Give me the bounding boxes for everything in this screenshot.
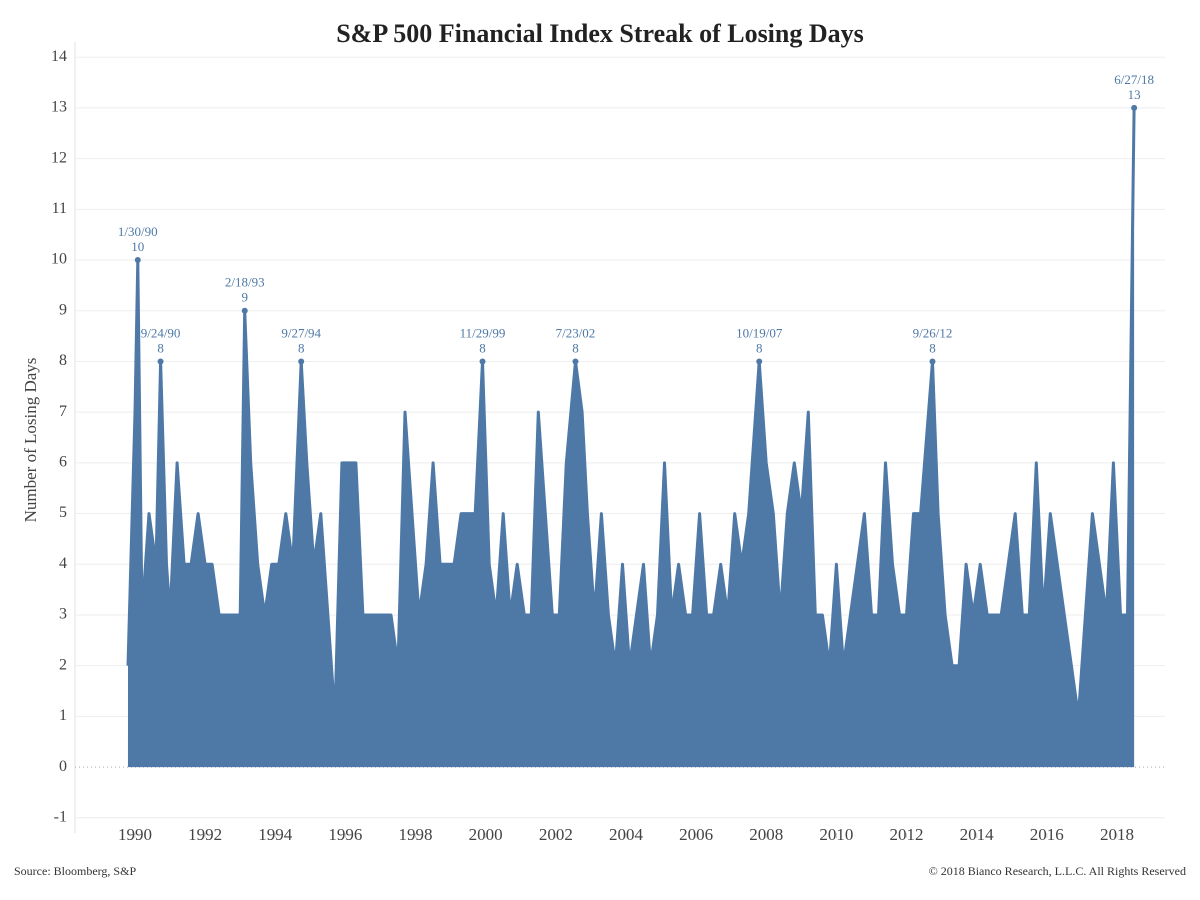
peak-marker xyxy=(241,307,248,314)
y-tick-label: 3 xyxy=(59,606,67,623)
y-tick-label: 8 xyxy=(59,352,67,369)
x-tick-label: 2012 xyxy=(890,825,924,844)
source: Source: Bloomberg, S&P xyxy=(14,864,136,878)
annotation-date: 9/26/12 xyxy=(913,325,953,340)
annotation-date: 1/30/90 xyxy=(118,224,158,239)
y-tick-label: 13 xyxy=(51,99,67,116)
annotation-value: 10 xyxy=(131,239,144,254)
annotation-value: 8 xyxy=(756,340,763,355)
peak-marker xyxy=(929,358,936,365)
x-tick-label: 2010 xyxy=(819,825,853,844)
annotation-value: 8 xyxy=(298,340,305,355)
y-tick-label: 1 xyxy=(59,707,67,724)
y-tick-label: 6 xyxy=(59,454,67,471)
annotation-value: 9 xyxy=(241,290,248,305)
annotation-date: 9/24/90 xyxy=(141,325,181,340)
peak-marker xyxy=(756,358,763,365)
annotation-date: 2/18/93 xyxy=(225,275,265,290)
y-tick-label: 2 xyxy=(59,656,67,673)
x-tick-label: 1996 xyxy=(328,825,362,844)
x-tick-label: 2014 xyxy=(960,825,995,844)
y-tick-label: 14 xyxy=(51,48,67,65)
x-tick-label: 1998 xyxy=(399,825,433,844)
annotation-date: 10/19/07 xyxy=(736,325,783,340)
x-tick-label: 1994 xyxy=(258,825,293,844)
annotation-value: 13 xyxy=(1128,87,1141,102)
x-tick-label: 2000 xyxy=(469,825,503,844)
area xyxy=(127,107,1135,768)
annotation-value: 8 xyxy=(479,340,486,355)
annotation-value: 8 xyxy=(157,340,164,355)
annotation-value: 8 xyxy=(929,340,936,355)
chart-title: S&P 500 Financial Index Streak of Losing… xyxy=(336,19,864,48)
annotation-date: 7/23/02 xyxy=(556,325,596,340)
y-tick-label: -1 xyxy=(54,808,67,825)
y-tick-label: 0 xyxy=(59,758,67,775)
peak-marker xyxy=(298,358,305,365)
x-tick-label: 2006 xyxy=(679,825,713,844)
x-tick-label: 2018 xyxy=(1100,825,1134,844)
x-tick-label: 2004 xyxy=(609,825,644,844)
x-tick-label: 1990 xyxy=(118,825,152,844)
x-tick-label: 2002 xyxy=(539,825,573,844)
y-tick-label: 10 xyxy=(51,251,67,268)
annotation-date: 6/27/18 xyxy=(1114,72,1154,87)
copyright: © 2018 Bianco Research, L.L.C. All Right… xyxy=(929,864,1186,878)
peak-marker xyxy=(1131,104,1138,111)
x-tick-label: 1992 xyxy=(188,825,222,844)
peak-marker xyxy=(157,358,164,365)
x-tick-label: 2008 xyxy=(749,825,783,844)
peak-marker xyxy=(572,358,579,365)
y-tick-label: 9 xyxy=(59,301,67,318)
y-tick-label: 12 xyxy=(51,149,67,166)
y-tick-label: 5 xyxy=(59,504,67,521)
annotation-date: 9/27/94 xyxy=(281,325,321,340)
y-axis-label: Number of Losing Days xyxy=(21,358,40,523)
annotation-value: 8 xyxy=(572,340,579,355)
y-tick-label: 4 xyxy=(59,555,67,572)
y-tick-label: 7 xyxy=(59,403,67,420)
peak-marker xyxy=(479,358,486,365)
annotation-date: 11/29/99 xyxy=(460,325,506,340)
y-tick-label: 11 xyxy=(52,200,67,217)
line xyxy=(126,107,1136,718)
peak-marker xyxy=(134,257,141,264)
x-tick-label: 2016 xyxy=(1030,825,1064,844)
